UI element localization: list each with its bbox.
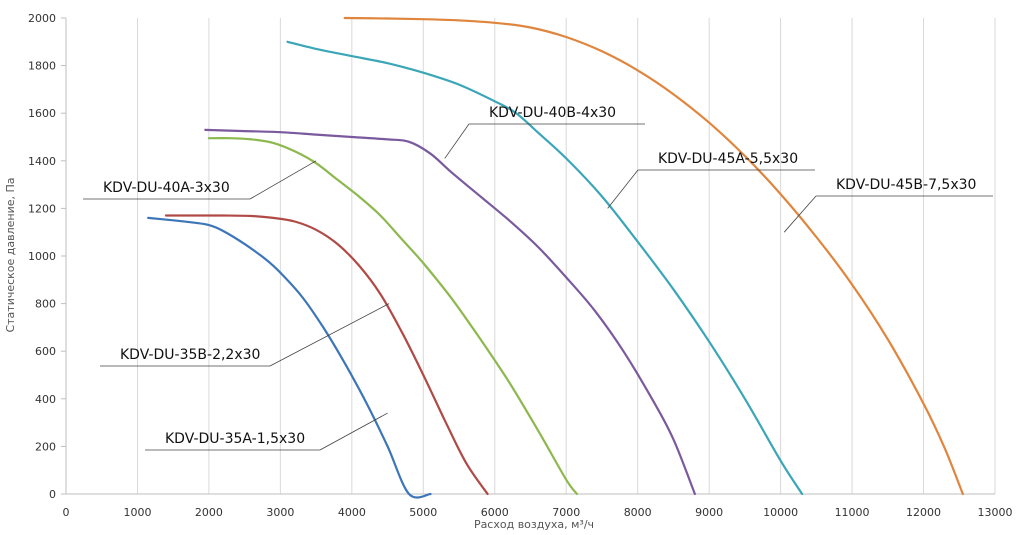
- callout-leader-2: [269, 303, 390, 367]
- x-tick-label: 1000: [123, 506, 151, 519]
- y-tick-label: 1000: [28, 250, 56, 263]
- x-tick-label: 7000: [552, 506, 580, 519]
- y-tick-label: 1800: [28, 60, 56, 73]
- y-tick-label: 400: [35, 393, 56, 406]
- x-tick-label: 6000: [481, 506, 509, 519]
- y-tick-label: 800: [35, 298, 56, 311]
- series-line-1: [147, 216, 432, 499]
- y-tick-labels: 0 200 400 600 800 1000 1200 1400 1600 1800 2000: [28, 12, 56, 501]
- callout-label-1: KDV-DU-35A-1,5x30: [165, 431, 305, 447]
- y-axis-title: Статическое давление, Па: [4, 177, 17, 332]
- x-tick-label: 3000: [266, 506, 294, 519]
- x-tick-label: 9000: [695, 506, 723, 519]
- y-tick-label: 1400: [28, 155, 56, 168]
- callout-label-6: KDV-DU-45B-7,5x30: [836, 177, 976, 193]
- y-tick-label: 0: [49, 488, 56, 501]
- grid-lines: [136, 18, 996, 494]
- axes: [61, 17, 995, 495]
- callout-label-3: KDV-DU-40A-3x30: [103, 180, 230, 196]
- y-tick-label: 1200: [28, 202, 56, 215]
- callout-leader-4: [444, 123, 470, 159]
- series-line-5: [286, 40, 804, 496]
- x-tick-labels: 0 1000 2000 3000 4000 5000 6000 7000 8000 9000 100…: [63, 506, 1013, 519]
- x-tick-label: 0: [63, 506, 70, 519]
- callout-label-5: KDV-DU-45A-5,5x30: [658, 151, 798, 167]
- callout-leader-5: [607, 169, 639, 209]
- callout-label-4: KDV-DU-40B-4x30: [489, 105, 616, 121]
- series-line-6: [343, 16, 964, 496]
- x-tick-label: 12000: [906, 506, 941, 519]
- y-tick-label: 2000: [28, 12, 56, 25]
- series-line-4: [204, 128, 696, 496]
- series-line-3: [207, 137, 579, 496]
- y-tick-label: 200: [35, 440, 56, 453]
- series-lines: [147, 16, 964, 499]
- x-tick-label: 4000: [338, 506, 366, 519]
- x-tick-label: 2000: [195, 506, 223, 519]
- y-tick-label: 1600: [28, 107, 56, 120]
- x-tick-label: 10000: [763, 506, 798, 519]
- x-tick-label: 5000: [409, 506, 437, 519]
- callout-leader-1: [319, 412, 388, 451]
- x-tick-label: 11000: [835, 506, 870, 519]
- callout-label-2: KDV-DU-35B-2,2x30: [120, 347, 260, 363]
- x-tick-label: 8000: [624, 506, 652, 519]
- series-callouts: KDV-DU-35A-1,5x30 KDV-DU-35B-2,2x30 KDV-DU…: [83, 105, 993, 451]
- x-tick-label: 13000: [978, 506, 1013, 519]
- callout-leader-3: [249, 160, 317, 200]
- callout-leader-6: [783, 195, 817, 233]
- x-axis-title: Расход воздуха, м³/ч: [474, 518, 594, 531]
- series-line-2: [164, 214, 489, 496]
- y-tick-label: 600: [35, 345, 56, 358]
